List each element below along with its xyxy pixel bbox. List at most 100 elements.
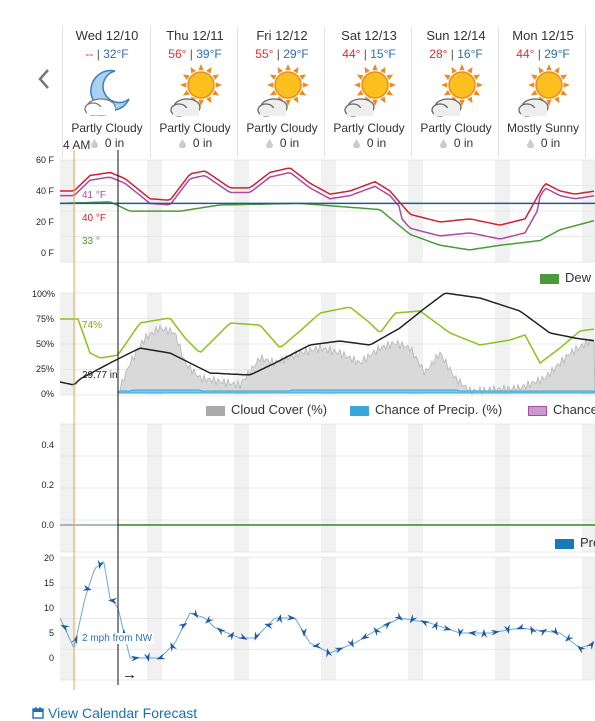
wind-direction-marker <box>82 584 92 591</box>
chevron-left-icon <box>38 69 49 89</box>
condition-text: Mostly Sunny <box>506 121 580 135</box>
raindrop-icon <box>265 139 273 149</box>
day-partly-cloudy-icon <box>246 63 318 119</box>
sky-y-tick: 50% <box>35 339 54 349</box>
wind-direction-marker <box>347 638 354 648</box>
wind-direction-marker <box>576 645 586 654</box>
wind-direction-marker <box>254 631 261 641</box>
wind-direction-marker <box>300 627 307 637</box>
condition-text: Partly Cloudy <box>71 121 143 135</box>
current-time-label: 4 AM <box>63 138 91 152</box>
precip-y-tick: 0.0 <box>41 520 54 530</box>
high-temp: 55° <box>255 47 274 61</box>
wind-direction-marker <box>226 631 235 641</box>
pressure-line <box>59 292 595 386</box>
cloud-cover-area <box>117 324 595 396</box>
third-legend[interactable]: Chance <box>528 402 595 417</box>
temp-y-tick: 0 F <box>40 248 54 258</box>
high-temp: 44° <box>342 47 361 61</box>
wind-direction-marker <box>503 624 510 634</box>
humidity-line <box>60 306 595 365</box>
wind-direction-marker <box>60 624 70 632</box>
wind-direction-marker <box>516 623 526 630</box>
condition-text: Partly Cloudy <box>420 121 492 135</box>
wind-direction-marker <box>108 597 118 604</box>
cloud-cover-legend[interactable]: Cloud Cover (%) <box>206 402 327 417</box>
wind-direction-marker <box>276 614 283 624</box>
day-column[interactable]: Sat 12/13 44° | 15°F Partly Cloudy 0 in <box>324 26 413 158</box>
wind-y-tick: 20 <box>43 553 54 563</box>
precip-value: 0 in <box>366 136 387 150</box>
day-column[interactable]: Wed 12/10 -- | 32°F Partly Cloudy 0 in <box>62 26 151 158</box>
day-column[interactable]: Sun 12/14 28° | 16°F Partly Cloudy 0 in <box>411 26 500 158</box>
wind-chart <box>59 559 595 662</box>
wind-direction-marker <box>178 622 188 631</box>
wind-direction-marker <box>143 652 150 662</box>
low-temp: 15°F <box>370 47 396 61</box>
wind-direction-marker <box>326 648 333 658</box>
wind-direction-marker <box>373 627 382 637</box>
day-name: Sat 12/13 <box>341 28 397 43</box>
day-column[interactable]: Fri 12/12 55° | 29°F Partly Cloudy 0 in <box>237 26 326 158</box>
next-day-column[interactable] <box>585 26 595 158</box>
raindrop-icon <box>439 139 447 149</box>
precip-amount: 0 in <box>412 136 500 152</box>
wind-y-tick: 10 <box>43 603 54 613</box>
day-column[interactable]: Mon 12/15 44° | 29°F Mostly Sunny 0 in <box>498 26 587 158</box>
wind-direction-marker <box>409 614 418 624</box>
low-temp: 39°F <box>196 47 222 61</box>
sun-cloud-icon <box>170 64 222 117</box>
legend-swatch <box>555 538 574 549</box>
low-temp: 29°F <box>283 47 309 61</box>
condition-text: Partly Cloudy <box>333 121 405 135</box>
wind-direction-marker <box>420 620 430 627</box>
precip-amount: 0 in <box>63 136 151 152</box>
precip-amount: 0 in <box>151 136 239 152</box>
wind-direction-marker <box>238 633 248 640</box>
sky-chart <box>59 292 595 396</box>
day-name: Sun 12/14 <box>426 28 486 43</box>
low-temp: 29°F <box>544 47 570 61</box>
wind-direction-marker <box>170 642 177 652</box>
forecast-charts <box>59 150 595 690</box>
sun-cloud-icon <box>344 64 396 117</box>
precip-value: 0 in <box>192 136 213 150</box>
precip-amount: 0 in <box>325 136 413 152</box>
wind-direction-marker <box>457 627 464 637</box>
sky-y-tick: 100% <box>32 289 56 299</box>
precip-legend[interactable]: Pre <box>555 535 595 550</box>
legend-swatch <box>540 273 559 284</box>
feels-like-label: 41 °F <box>82 190 107 201</box>
wind-direction-marker <box>286 614 296 621</box>
raindrop-icon <box>526 139 534 149</box>
humidity-label: 74% <box>82 320 103 331</box>
view-calendar-forecast-link[interactable]: View Calendar Forecast <box>32 705 197 721</box>
wind-direction-marker <box>156 653 166 660</box>
wind-direction-marker <box>530 625 537 636</box>
wind-direction-arrow: → <box>122 666 137 683</box>
sun-cloud-icon <box>431 64 483 117</box>
day-partly-cloudy-icon <box>333 63 405 119</box>
precip-chance-legend[interactable]: Chance of Precip. (%) <box>350 402 502 417</box>
condition-text: Partly Cloudy <box>159 121 231 135</box>
legend-swatch <box>206 405 225 416</box>
high-temp: 28° <box>429 47 448 61</box>
day-name: Fri 12/12 <box>256 28 308 43</box>
wind-direction-marker <box>205 615 214 624</box>
precip-y-tick: 0.4 <box>41 440 54 450</box>
low-temp: 16°F <box>457 47 483 61</box>
wind-direction-marker <box>312 642 322 649</box>
day-name: Wed 12/10 <box>75 28 139 43</box>
wind-y-tick: 5 <box>48 628 54 638</box>
legend-swatch <box>350 405 369 416</box>
sky-y-tick: 25% <box>35 364 54 374</box>
precip-value: 0 in <box>104 136 125 150</box>
day-column[interactable]: Thu 12/11 56° | 39°F Partly Cloudy 0 in <box>150 26 239 158</box>
day-mostly-sunny-icon <box>507 63 579 119</box>
high-temp: -- <box>85 47 94 61</box>
sky-y-tick: 75% <box>35 314 54 324</box>
precip-chance-area <box>117 389 595 394</box>
previous-days-arrow[interactable] <box>33 66 57 92</box>
dew-point-legend[interactable]: Dew <box>540 270 591 285</box>
condition-text: Partly Cloudy <box>246 121 318 135</box>
